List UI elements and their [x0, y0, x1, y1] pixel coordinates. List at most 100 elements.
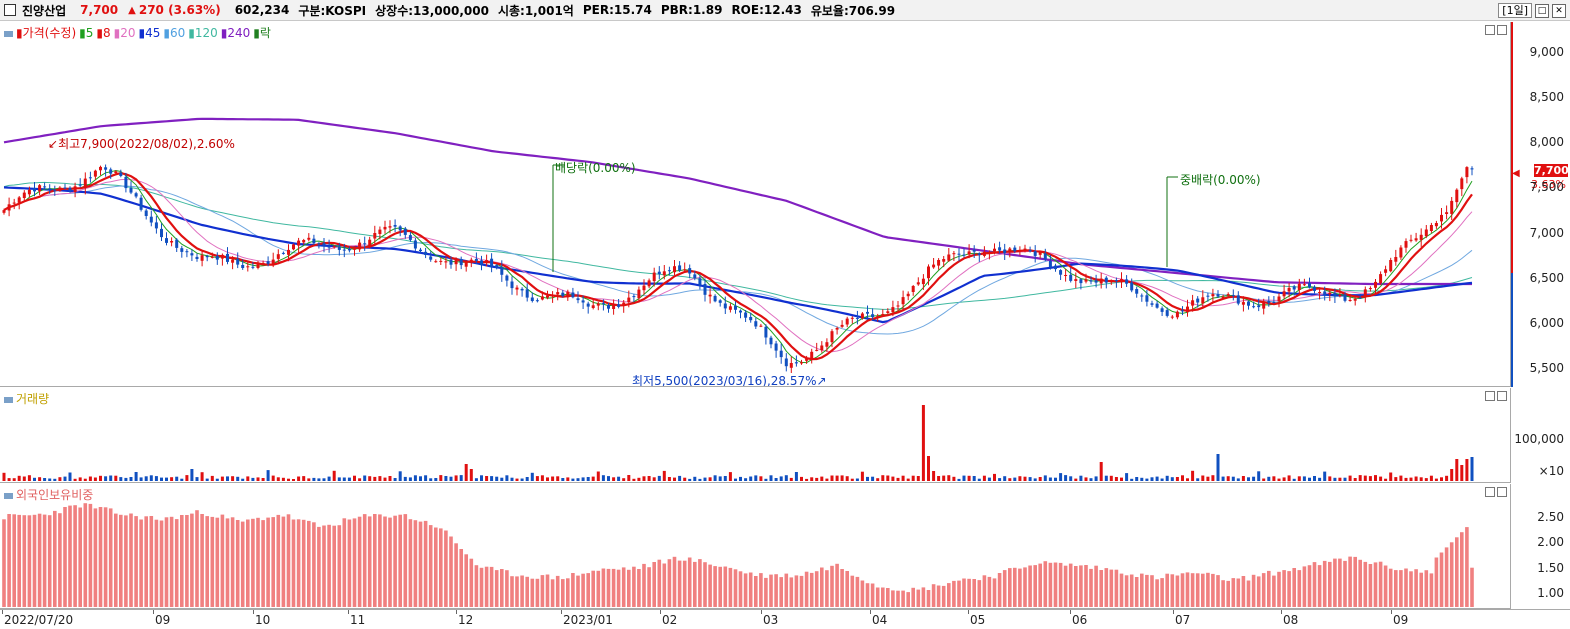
foreign-bar	[1388, 568, 1393, 607]
x-tick	[870, 610, 871, 614]
candle-body	[515, 287, 519, 290]
volume-bar	[987, 477, 991, 481]
candle-body	[617, 304, 621, 307]
candle-body	[1434, 223, 1438, 227]
volume-bar	[840, 475, 844, 481]
volume-bar	[1328, 476, 1332, 481]
foreign-bar	[1008, 568, 1012, 607]
volume-bar	[1262, 478, 1266, 481]
close-button[interactable]: ✕	[1552, 3, 1566, 18]
panel-max-button[interactable]	[1497, 25, 1507, 35]
candle-body	[1165, 310, 1169, 316]
foreign-bar	[1404, 568, 1408, 607]
foreign-bar	[1089, 568, 1093, 607]
candle-body	[1089, 280, 1093, 282]
panel-min-button[interactable]	[1485, 25, 1495, 35]
volume-bar	[932, 471, 936, 481]
foreign-bar	[1282, 570, 1286, 607]
volume-bar	[581, 477, 585, 481]
candle-body	[688, 268, 692, 274]
legend-item: ▮120	[188, 26, 218, 40]
foreign-bar	[261, 520, 265, 607]
volume-bar	[88, 476, 92, 481]
candle-body	[378, 229, 382, 234]
candle-body	[810, 351, 814, 360]
volume-bar	[317, 478, 321, 481]
foreign-bar	[1272, 575, 1276, 607]
candle-body	[713, 295, 717, 302]
panel-max-button[interactable]	[1497, 391, 1507, 401]
candle-body	[987, 252, 991, 254]
candle-body	[480, 260, 483, 265]
volume-bar	[322, 478, 326, 481]
foreign-bar	[921, 587, 926, 607]
candle-body	[1023, 248, 1027, 250]
foreign-bar	[693, 561, 697, 607]
volume-bar	[728, 472, 732, 481]
panel-min-button[interactable]	[1485, 487, 1495, 497]
foreign-bar	[1180, 573, 1185, 607]
change-value: 270	[138, 3, 164, 17]
candle-body	[911, 286, 915, 292]
foreign-bar	[1079, 565, 1083, 607]
x-tick-label: 2023/01	[563, 613, 613, 627]
foreign-bar	[332, 525, 336, 607]
foreign-bar	[1353, 556, 1357, 607]
foreign-bar	[733, 569, 738, 607]
volume-panel[interactable]: 거래량	[0, 388, 1510, 483]
volume-bar	[1460, 465, 1464, 481]
price-tick: 6,500	[1529, 270, 1564, 285]
volume-bar	[144, 476, 148, 481]
candle-body	[1069, 274, 1073, 281]
candle-body	[916, 282, 920, 285]
foreign-bar	[1140, 573, 1144, 607]
foreign-bar	[2, 519, 6, 607]
volume-bar	[1048, 477, 1052, 481]
volume-bar	[297, 476, 301, 481]
foreign-bar	[1201, 573, 1205, 607]
volume-bar	[119, 477, 123, 481]
candle-body	[1074, 279, 1078, 281]
foreign-bar	[1048, 562, 1053, 607]
period-selector[interactable]: [1일]	[1498, 3, 1532, 18]
x-tick	[153, 610, 154, 614]
candle-body	[353, 248, 356, 250]
volume-bar	[139, 477, 143, 481]
volume-bar	[612, 477, 616, 481]
foreign-panel[interactable]: 외국인보유비중	[0, 484, 1510, 609]
volume-bar	[474, 478, 478, 481]
foreign-bar	[63, 507, 67, 607]
foreign-bar	[840, 569, 844, 607]
volume-bar	[881, 475, 885, 481]
foreign-bar	[789, 577, 794, 607]
candle-body	[1389, 260, 1393, 272]
foreign-bar	[1013, 567, 1017, 607]
volume-value: 602,234	[234, 3, 290, 17]
foreign-bar	[515, 576, 519, 607]
candle-body	[1170, 316, 1174, 318]
candle-body	[1470, 168, 1474, 170]
volume-bar	[327, 476, 331, 481]
foreign-bar	[967, 578, 971, 607]
price-panel[interactable]: ▮가격(수정) ▮5 ▮8 ▮20 ▮45 ▮60 ▮120 ▮240 ▮락 ↙최고7,900(…	[0, 22, 1510, 387]
volume-bar	[1033, 478, 1037, 481]
volume-bar	[739, 476, 742, 481]
volume-bar	[408, 477, 412, 481]
maximize-button[interactable]: □	[1535, 3, 1549, 18]
panel-max-button[interactable]	[1497, 487, 1507, 497]
foreign-bar	[164, 517, 169, 607]
volume-bar	[764, 478, 768, 481]
volume-bar	[1125, 473, 1129, 481]
foreign-bar	[301, 519, 306, 607]
volume-bar	[1231, 476, 1235, 481]
volume-bar	[515, 478, 519, 481]
select-checkbox[interactable]	[4, 4, 16, 16]
volume-bar	[759, 476, 763, 481]
candle-body	[73, 186, 77, 192]
candle-body	[1287, 287, 1291, 292]
candle-body	[734, 305, 737, 310]
foreign-bar	[418, 521, 423, 607]
panel-min-button[interactable]	[1485, 391, 1495, 401]
x-tick-label: 09	[155, 613, 171, 627]
volume-bar	[1434, 478, 1438, 481]
